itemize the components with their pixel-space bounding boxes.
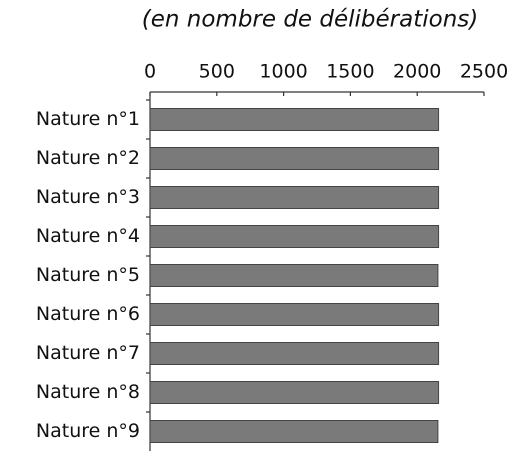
y-tick-label: Nature n°5 [36, 264, 140, 286]
x-tick-label: 1500 [326, 61, 374, 83]
y-tick-label: Nature n°3 [36, 186, 140, 208]
y-tick-label: Nature n°4 [36, 225, 140, 247]
y-tick-label: Nature n°7 [36, 342, 140, 364]
x-tick-label: 0 [144, 61, 156, 83]
x-tick-label: 1000 [259, 61, 307, 83]
bar [149, 225, 440, 248]
y-tick-label: Nature n°9 [36, 420, 140, 442]
x-tick-label: 2500 [460, 61, 508, 83]
y-tick-label: Nature n°6 [36, 303, 140, 325]
chart-title: (en nombre de délibérations) [142, 7, 479, 33]
bar [149, 303, 440, 326]
bar [149, 420, 439, 443]
y-tick-label: Nature n°8 [36, 381, 140, 403]
y-tick-label: Nature n°1 [36, 108, 140, 130]
bar [149, 264, 439, 287]
bar [149, 342, 440, 365]
x-tick-label: 2000 [393, 61, 441, 83]
bar [149, 147, 440, 170]
bar [149, 381, 440, 404]
bar [149, 186, 440, 209]
bar [149, 108, 440, 131]
y-tick-label: Nature n°2 [36, 147, 140, 169]
x-tick-label: 500 [199, 61, 235, 83]
